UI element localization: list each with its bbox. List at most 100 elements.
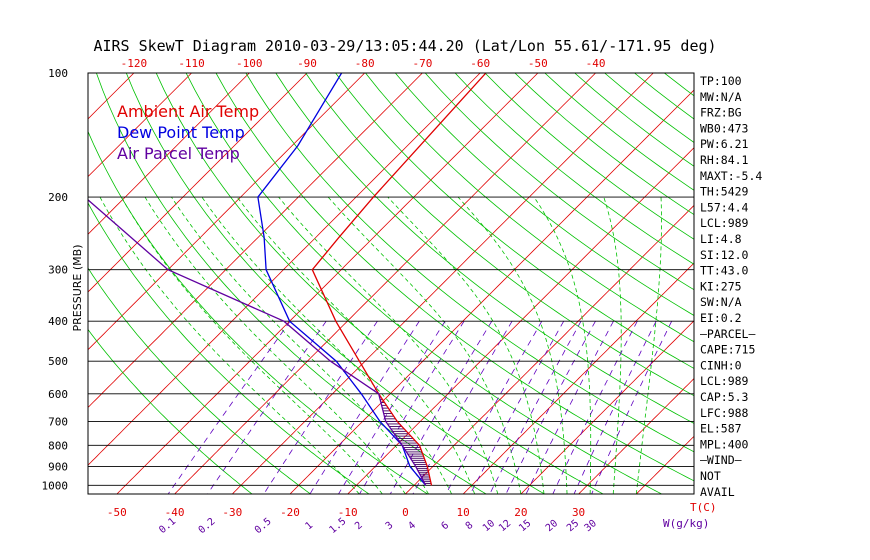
index-entry: CAP:5.3 [700,390,749,404]
mixing-ratio-line [469,321,565,494]
top-temp-tick-label: -110 [178,57,205,70]
dry-adiabat-line [245,73,694,453]
top-temp-tick-label: -60 [470,57,490,70]
mixing-ratio-line [389,320,493,494]
isotherm-line [752,73,870,494]
dry-adiabat-line [394,73,694,316]
moist-adiabat-line [387,196,545,494]
isotherm-line [289,89,694,494]
mixing-ratio-label: 30 [583,518,599,534]
index-entry: LI:4.8 [700,232,742,246]
mixing-ratio-label: 6 [439,520,451,532]
index-entry: MW:N/A [700,90,742,104]
mixing-ratio-line [505,321,596,494]
pressure-tick-label: 1000 [42,479,69,492]
index-entry: L57:4.4 [700,200,749,214]
chart-title: AIRS SkewT Diagram 2010-03-29/13:05:44.2… [93,37,716,55]
mixing-ratio-label: 1.5 [327,516,348,536]
index-entry: AVAIL [700,485,735,499]
moist-adiabat-line [533,196,592,494]
isotherm-line [116,73,539,494]
dry-adiabat-line [88,130,428,494]
mixing-ratio-label: 15 [517,518,533,534]
legend-entry: Dew Point Temp [117,123,245,142]
dry-adiabat-line [125,73,545,494]
index-entry: FRZ:BG [700,106,742,120]
mixing-ratio-line [359,320,465,494]
dry-adiabat-line [514,73,694,216]
mixing-ratio-line [489,321,582,494]
mixing-ratio-line [445,321,543,494]
index-entry: SI:12.0 [700,248,749,262]
temp-unit-label: T(C) [690,501,717,514]
bottom-temp-tick-label: 0 [402,506,409,519]
mixing-ratio-label: 4 [406,520,418,532]
dry-adiabat-line [664,73,694,97]
index-entry: PW:6.21 [700,137,749,151]
dry-adiabat-line [275,73,694,424]
moist-adiabat-line [201,196,452,494]
mixing-ratio-label: 0.2 [197,516,218,536]
mixing-ratio-line [338,320,446,494]
index-entry: CINH:0 [700,358,742,372]
dry-adiabat-line [365,73,694,343]
dry-adiabat-line [88,267,311,494]
isotherm-line [462,262,694,494]
pressure-tick-label: 800 [48,439,68,452]
mixing-ratio-label: 12 [497,518,513,534]
isotherm-line [232,73,654,494]
pressure-tick-label: 700 [48,415,68,428]
bottom-temp-tick-label: -40 [165,506,185,519]
series-line [88,199,427,486]
bottom-temp-tick-label: 10 [457,506,470,519]
mixing-ratio-label: 1 [304,520,316,532]
bottom-temp-tick-label: 20 [514,506,527,519]
index-entry: TH:5429 [700,185,749,199]
top-temp-tick-label: -100 [236,57,263,70]
top-temp-tick-label: -90 [297,57,317,70]
pressure-tick-label: 300 [48,264,68,277]
mixing-ratio-axis: 0.1 0.2 0.5 1 1.5 2 3 4 6 8 10 12 15 20 25 30 [157,516,599,536]
mixing-ratio-label: 3 [384,520,396,532]
mixing-ratio-line [167,320,291,494]
moist-adiabat-line [99,196,360,494]
index-entry: LFC:988 [700,406,749,420]
series-line [311,73,487,486]
index-entry: RH:84.1 [700,153,749,167]
top-temp-tick-label: -40 [586,57,606,70]
plot-frame [87,72,695,495]
index-entry: EL:587 [700,422,742,436]
moist-adiabat-line [603,196,622,494]
index-entry: TP:100 [700,74,742,88]
index-entry: KI:275 [700,279,742,293]
moist-adiabat-line [278,196,499,494]
top-temp-tick-label: -50 [528,57,548,70]
mixing-ratio-line [525,321,614,494]
pressure-tick-label: 900 [48,460,68,473]
pressure-axis: 100 200 300 400 500 600 700 800 900 1000 [42,67,69,492]
dry-adiabat-line [454,73,694,265]
mixing-ratio-label: 8 [464,520,476,532]
isotherm-line [405,204,694,494]
isotherm-line [520,320,694,494]
dry-adiabat-line [634,73,694,120]
dry-adiabat-line [155,73,604,494]
index-entry: MPL:400 [700,437,749,451]
moist-adiabat-line [171,196,429,494]
mixing-ratio-line [591,321,673,494]
dry-adiabat-line [424,73,694,291]
mixing-ratio-label: 2 [353,520,365,532]
mixing-ratio-line [573,321,657,494]
moist-adiabat-line [144,196,406,494]
moist-adiabat-line [120,196,383,494]
series-line [257,73,427,486]
legend-entry: Ambient Air Temp [117,102,259,121]
index-entry: SW:N/A [700,295,742,309]
index-entry: WB0:473 [700,121,749,135]
pressure-tick-label: 500 [48,355,68,368]
mixing-ratio-label: 20 [544,518,560,534]
dry-adiabat-line [335,73,694,369]
mixing-unit-label: W(g/kg) [663,517,709,530]
